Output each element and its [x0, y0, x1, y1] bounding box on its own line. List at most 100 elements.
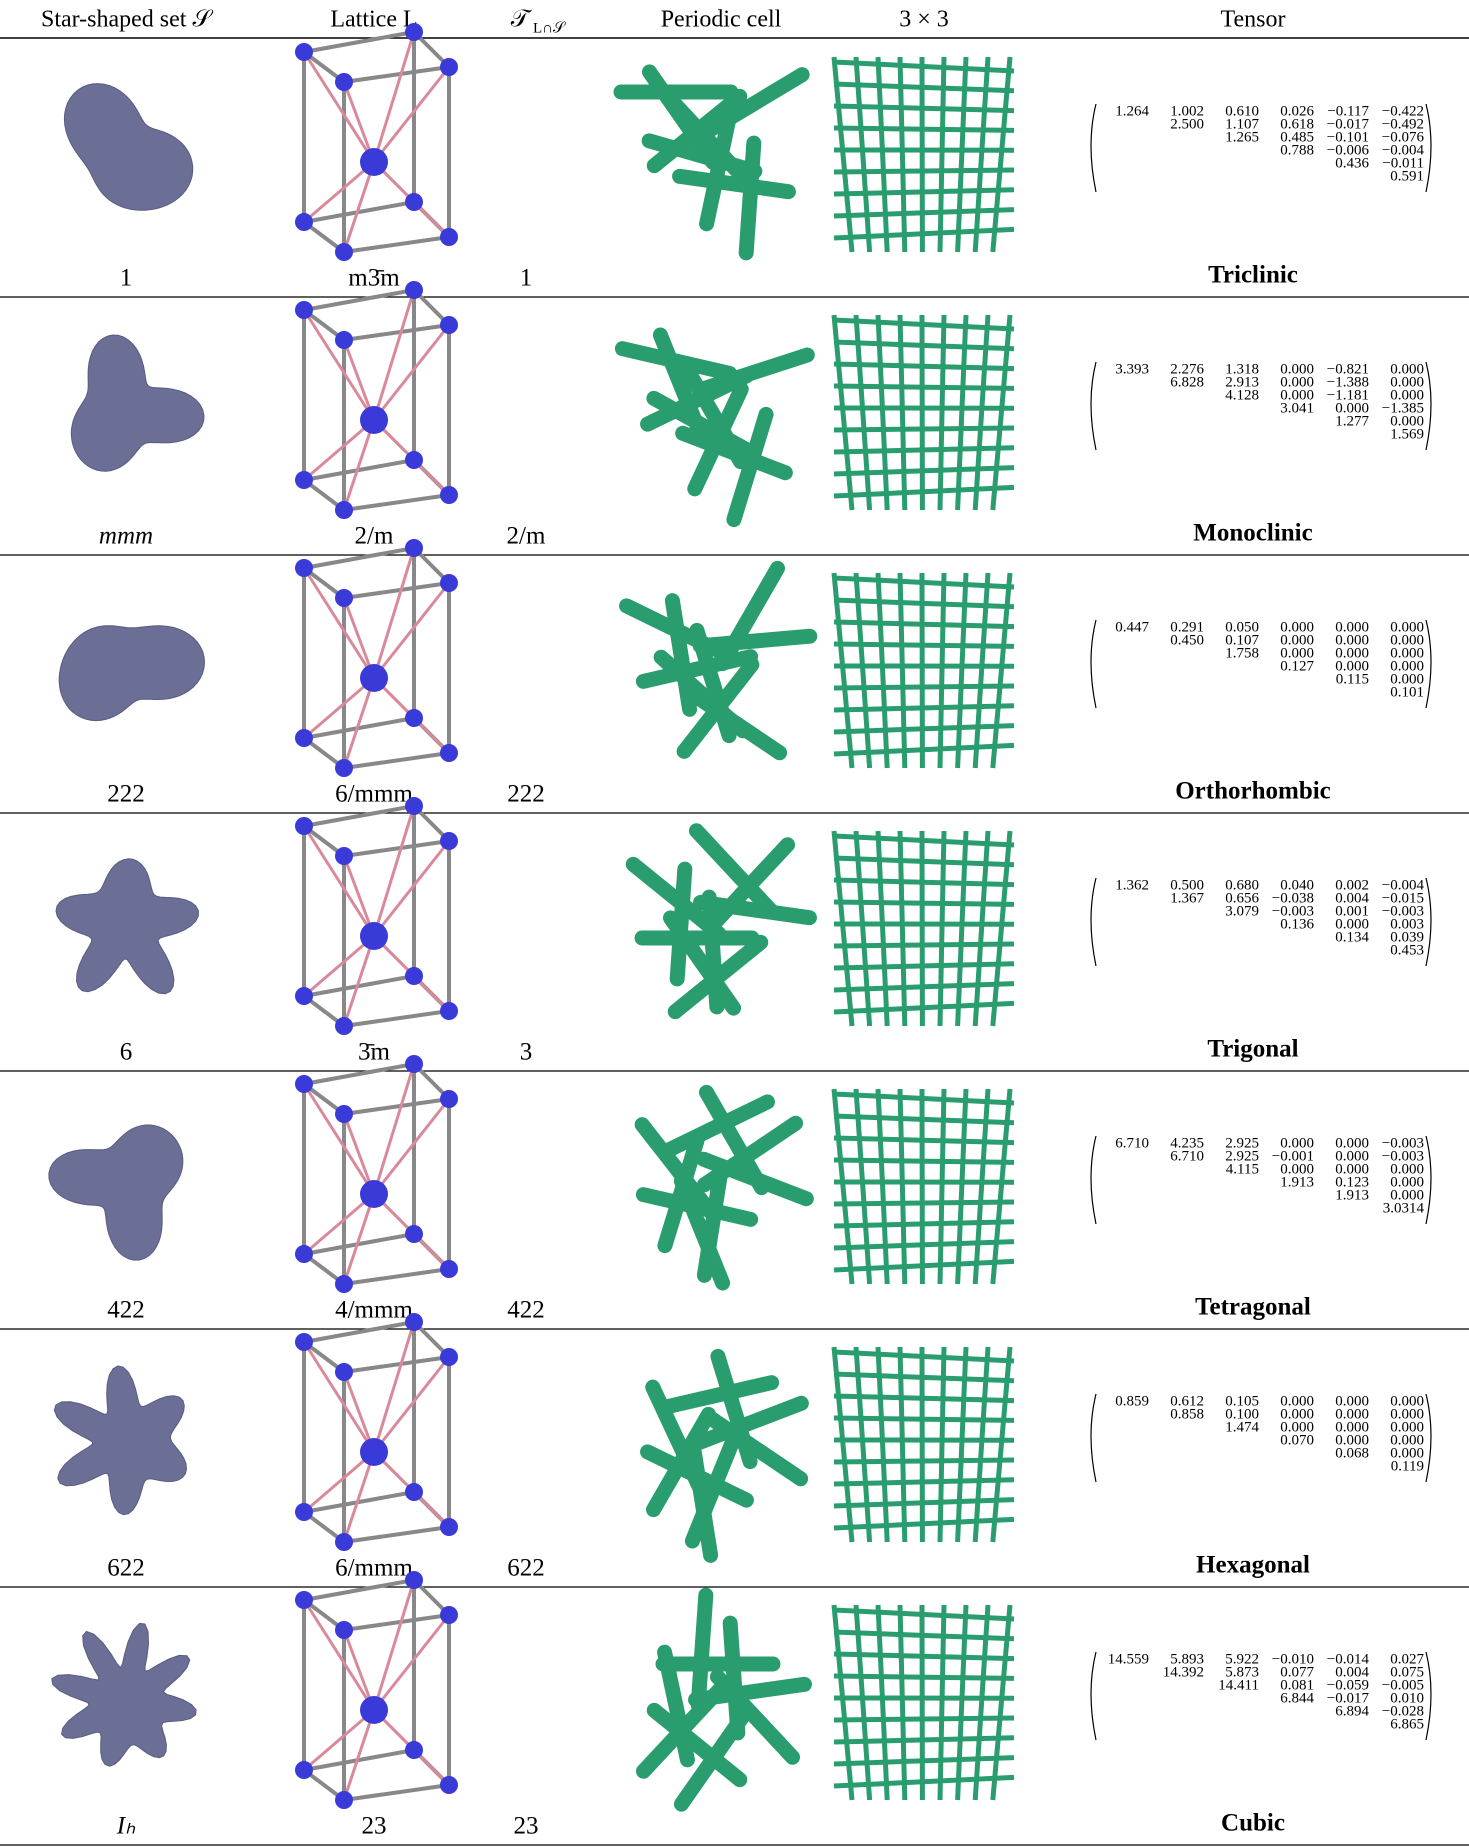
- tiling-strut: [833, 683, 1015, 691]
- tensor-entry: 0.070: [1280, 1432, 1314, 1448]
- intersection-symmetry: 3: [520, 1039, 533, 1066]
- lattice-bond: [372, 31, 416, 163]
- tensor-entry: −0.076: [1382, 129, 1425, 145]
- crystal-class: Trigonal: [1207, 1036, 1298, 1063]
- lattice-symmetry: 6/mmm: [335, 781, 413, 808]
- tensor-entry: 1.362: [1115, 877, 1149, 893]
- tiling-strut: [990, 1604, 1013, 1801]
- lattice-node: [405, 967, 423, 985]
- tensor-entry: 0.500: [1170, 877, 1204, 893]
- tiling-strut: [831, 830, 855, 1027]
- tensor-entry: 0.000: [1335, 1419, 1369, 1435]
- tiling-strut: [937, 56, 947, 253]
- intersection-symmetry: 622: [507, 1555, 545, 1582]
- tensor-entry: 14.392: [1163, 1664, 1204, 1680]
- tensor-entry: 0.039: [1390, 929, 1424, 945]
- tiling-strut: [937, 314, 947, 511]
- lattice-edge: [303, 288, 415, 312]
- periodic-cell-strut: [692, 628, 818, 654]
- tiling-strut: [875, 572, 890, 769]
- lattice-bond: [302, 567, 376, 679]
- tensor-entry: 0.004: [1335, 1664, 1369, 1680]
- tensor-entry: −0.422: [1382, 103, 1424, 119]
- lattice-node: [405, 1055, 423, 1073]
- periodic-cell-strut: [695, 347, 815, 397]
- lattice-edge: [343, 581, 450, 600]
- tiling-strut: [972, 1346, 991, 1543]
- lattice-node: [405, 281, 423, 299]
- lattice-edge: [343, 839, 450, 858]
- tiling-strut: [833, 1477, 1015, 1487]
- tiling-strut: [937, 1346, 947, 1543]
- tensor-entry: 5.893: [1170, 1651, 1204, 1667]
- periodic-cell-strut: [634, 1117, 718, 1219]
- tiling-strut: [833, 167, 1015, 175]
- lattice-node: [295, 1503, 313, 1521]
- tensor-entry: 0.000: [1335, 645, 1369, 661]
- lattice-node: [405, 1225, 423, 1243]
- tiling-strut: [853, 56, 873, 253]
- tensor-entry: 4.115: [1226, 1161, 1259, 1177]
- tensor-entry: 1.277: [1335, 413, 1369, 429]
- tensor-entry: 0.000: [1390, 658, 1424, 674]
- tensor-entry: 0.000: [1390, 1406, 1424, 1422]
- matrix-bracket: [1425, 103, 1432, 193]
- header-t-subscript: L∩𝒮: [533, 20, 566, 36]
- lattice-node: [405, 1313, 423, 1331]
- lattice-node: [440, 1518, 458, 1536]
- tiling-strut: [897, 56, 908, 253]
- tiling-strut: [955, 830, 969, 1027]
- lattice-node: [295, 213, 313, 231]
- tiling-strut: [955, 572, 969, 769]
- tensor-entry: −0.117: [1327, 103, 1369, 119]
- lattice-edge: [303, 1232, 415, 1256]
- tensor-entry: 0.436: [1335, 155, 1369, 171]
- tensor-entry: 0.618: [1280, 116, 1314, 132]
- tiling-strut: [990, 314, 1013, 511]
- lattice-node: [440, 744, 458, 762]
- tensor-entry: 1.107: [1225, 116, 1259, 132]
- intersection-symmetry: 2/m: [507, 523, 546, 550]
- tiling-strut: [990, 56, 1013, 253]
- lattice-node: [295, 1075, 313, 1093]
- lattice-node: [335, 1017, 353, 1035]
- tensor-entry: 0.100: [1225, 1406, 1259, 1422]
- periodic-cell-strut: [696, 1151, 814, 1207]
- tiling-strut: [833, 1516, 1015, 1531]
- star-shaped-set-render: [53, 1365, 188, 1516]
- tensor-entry: −0.004: [1382, 877, 1425, 893]
- lattice-symmetry: 23: [362, 1813, 387, 1840]
- tiling-strut: [833, 226, 1015, 241]
- tiling-strut: [972, 830, 991, 1027]
- tiling-strut: [833, 1000, 1015, 1015]
- tensor-entry: −1.388: [1327, 374, 1369, 390]
- tensor-entry: 0.000: [1390, 374, 1424, 390]
- lattice-edge: [303, 458, 415, 482]
- lattice-node: [335, 1621, 353, 1639]
- periodic-cell-strut: [646, 1406, 716, 1518]
- tensor-entry: 1.569: [1390, 426, 1424, 442]
- periodic-cell-strut: [635, 649, 759, 689]
- star-symmetry: 222: [107, 781, 145, 808]
- tensor-entry: 0.000: [1390, 1187, 1424, 1203]
- tensor-entry: 0.000: [1335, 632, 1369, 648]
- lattice-edge: [343, 1097, 450, 1116]
- tensor-entry: −0.014: [1327, 1651, 1370, 1667]
- periodic-cell-strut: [693, 894, 817, 926]
- tensor-entry: −0.017: [1327, 116, 1370, 132]
- tensor-entry: 4.235: [1170, 1135, 1204, 1151]
- tensor-entry: 0.000: [1390, 413, 1424, 429]
- lattice-edge: [343, 1783, 450, 1802]
- tensor-entry: 4.128: [1225, 387, 1259, 403]
- tensor-entry: 0.000: [1390, 645, 1424, 661]
- lattice-node: [335, 1105, 353, 1123]
- star-symmetry: 622: [107, 1555, 145, 1582]
- tiling-strut: [875, 1088, 890, 1285]
- tiling-strut: [833, 465, 1015, 477]
- tensor-entry: 3.079: [1225, 903, 1259, 919]
- tensor-entry: −0.003: [1382, 903, 1424, 919]
- matrix-bracket: [1425, 619, 1432, 709]
- tiling-strut: [831, 314, 855, 511]
